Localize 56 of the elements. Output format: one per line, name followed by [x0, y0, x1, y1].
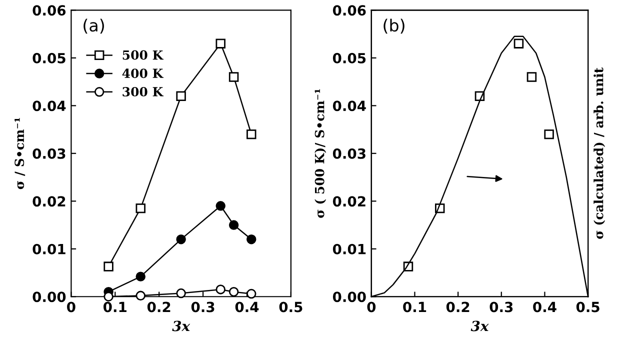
point [246, 288, 256, 299]
point [104, 292, 114, 302]
y-tick-label: 0.06 [32, 5, 66, 16]
point [136, 272, 146, 282]
y-axis-title: σ ( 500 K)/ S•cm⁻¹ [314, 89, 326, 218]
y-tick-label: 0.02 [32, 196, 66, 207]
y-tick-label: 0.04 [32, 100, 66, 112]
point [216, 201, 226, 211]
y-tick-label: 0.02 [332, 196, 366, 207]
annotation: (a) [84, 18, 104, 34]
y-tick-label: 0.05 [32, 52, 66, 64]
x-tick-label: 0.3 [191, 302, 214, 312]
y-tick-label: 0.05 [332, 52, 366, 64]
point [176, 234, 186, 244]
point [136, 203, 146, 214]
x-tick-label: 0.4 [533, 302, 556, 312]
y-axis-title: σ / S•cm⁻¹ [14, 118, 26, 190]
x-tick-label: 0.5 [576, 302, 600, 312]
y-tick-label: 0.00 [32, 292, 66, 302]
point [544, 129, 554, 140]
x-axis-title: 3x [470, 320, 489, 332]
x-tick-label: 0.3 [490, 302, 513, 312]
y2-axis-title: σ (calculated) / arb. unit [594, 67, 606, 239]
x-tick-label: 0.2 [446, 302, 470, 312]
point [216, 284, 226, 294]
x-tick-label: 0.1 [403, 302, 426, 312]
y-tick-label: 0.01 [332, 244, 366, 254]
point [526, 72, 537, 82]
point [514, 38, 524, 48]
point [136, 290, 146, 301]
legend-label: 500 K [122, 50, 164, 60]
y-tick-label: 0.03 [32, 148, 66, 159]
point [246, 129, 256, 140]
x-tick-label: 0.2 [147, 302, 170, 312]
legend-label: 300 K [122, 86, 164, 96]
y-tick-label: 0.00 [332, 292, 366, 302]
point [176, 91, 186, 101]
legend-label: 400 K [122, 68, 164, 78]
point [216, 38, 226, 48]
point [104, 262, 114, 272]
point [228, 220, 239, 230]
x-axis-title: 3x [172, 320, 190, 332]
y-tick-label: 0.04 [332, 100, 366, 112]
x-tick-label: 0 [67, 302, 76, 312]
x-tick-label: 0.5 [279, 302, 302, 312]
point [176, 288, 186, 298]
y-tick-label: 0.01 [32, 244, 66, 254]
point [228, 286, 239, 297]
x-tick-label: 0.1 [103, 302, 126, 312]
x-tick-label: 0.4 [235, 302, 259, 312]
x-tick-label: 0 [367, 302, 376, 312]
point [228, 72, 239, 82]
y-tick-label: 0.03 [332, 148, 366, 159]
annotation: (b) [384, 18, 404, 34]
point [246, 234, 256, 244]
y-tick-label: 0.06 [332, 5, 366, 16]
